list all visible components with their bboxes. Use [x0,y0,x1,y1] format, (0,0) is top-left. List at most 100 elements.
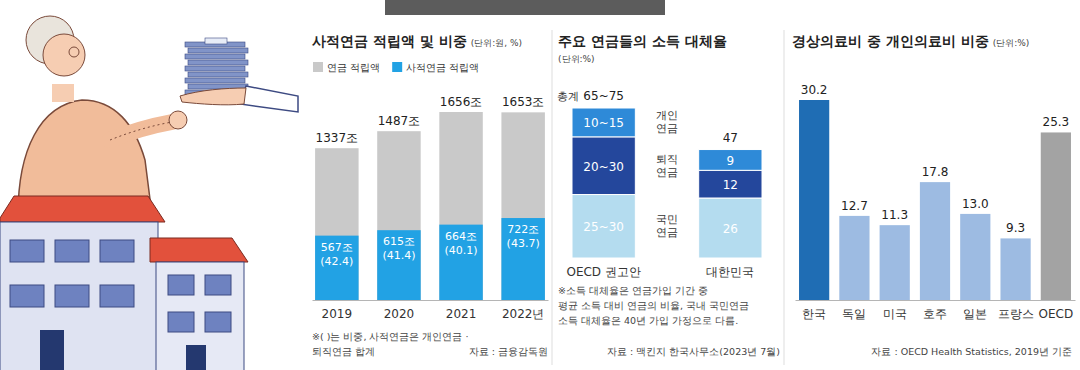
series-label-line: 연금 [656,226,678,239]
window [55,285,89,307]
bar [799,100,829,300]
data-labels: 1337조1487조1656조1653조567조(42.4)615조(41.4)… [316,95,545,268]
bar [377,230,420,300]
tick-label: 2019 [322,307,353,321]
total-title: 총계 [557,90,579,103]
series-label-line: 국민 [656,213,678,226]
decoration [385,0,784,365]
data-label: 664조 [445,230,477,243]
data-label: 12 [723,178,738,192]
bar-segment [699,150,762,171]
bill [185,66,245,71]
tick-label: 프랑스 [998,307,1034,321]
bar [960,214,990,300]
title: 주요 연금들의 소득 대체율 [558,33,727,49]
share-label: (41.4) [382,249,415,262]
share-label: (42.4) [320,255,353,268]
bar-segment [699,198,762,258]
data-label: 25~30 [583,220,624,234]
tick: 2022년 [502,300,545,321]
share-label: (40.1) [445,244,478,257]
bar [377,131,420,300]
data-label: 25.3 [1043,115,1070,129]
total-label: 47 [723,131,738,145]
page: 사적연금 적립액 및 비중(단위:원, %)연금 적립액사적연금 적립액1337… [0,0,1080,370]
source: 자료 : 금융감독원 [469,346,548,357]
window [55,240,89,262]
tick-label: 미국 [883,307,907,321]
data-label: 9.3 [1006,221,1025,235]
bill [188,60,248,65]
window [10,285,44,307]
note: 퇴직연금 합계 [312,346,375,357]
data-label: 17.8 [922,165,949,179]
arm-line [110,122,172,140]
face [43,34,85,76]
bar [315,236,358,300]
canvas: 사적연금 적립액 및 비중(단위:원, %)연금 적립액사적연금 적립액1337… [0,0,1080,370]
tick-label: 일본 [963,307,987,321]
unit: (단위:%) [993,38,1030,48]
source: 자료 : 맥킨지 한국사무소(2023년 7월) [607,346,780,357]
legend-swatch [313,62,323,72]
note: 소득 대체율은 40년 가입 가정으로 다름. [558,315,738,326]
tick: 대한민국 [706,258,754,279]
data-label: 13.0 [962,197,989,211]
data-label: 1337조 [316,131,359,145]
title: 사적연금 적립액 및 비중 [312,33,467,49]
tick-label: 호주 [923,307,947,321]
data-label: 722조 [507,223,539,236]
bar [920,182,950,300]
illustration [0,16,298,370]
building [156,262,244,370]
chart-private-pension: 사적연금 적립액 및 비중(단위:원, %)연금 적립액사적연금 적립액1337… [312,33,549,357]
tick-label: 대한민국 [706,265,754,279]
tick: 미국 [883,300,907,321]
header-bar [385,0,665,15]
tick: 2021 [446,300,477,321]
bar [501,112,544,300]
bar [501,218,544,300]
glasses [69,47,79,57]
bars [572,108,762,258]
x-axis: 2019202020212022년 [313,300,549,321]
bill [188,48,248,53]
tick: OECD [1039,300,1074,321]
data-labels: 25~302620~301210~159국민연금퇴직연금개인연금65~75총계4… [557,89,738,239]
data-label: 30.2 [801,83,828,97]
note: ※( )는 비중, 사적연금은 개인연금 · [312,331,469,342]
bar-segment [572,137,635,195]
data-label: 20~30 [583,160,624,174]
tick: OECD 권고안 [566,258,640,279]
legend-label: 사적연금 적립액 [406,62,479,73]
legend-label: 연금 적립액 [327,62,380,73]
axis-line [313,300,549,301]
data-label: 1656조 [440,95,483,109]
bar-segment [572,195,635,258]
bar-segment [572,108,635,137]
data-label: 615조 [383,235,415,248]
tick-label: OECD [1039,307,1074,321]
arm [110,122,172,140]
share-label: (43.7) [507,237,540,250]
data-label: 1487조 [378,114,421,128]
bars [315,112,545,300]
series-label-line: 개인 [656,109,678,122]
tick: 한국 [802,300,826,321]
sleeve [240,86,298,112]
x-axis: OECD 권고안 대한민국 [566,258,762,279]
roof [150,238,248,262]
series-label-line: 퇴직 [656,153,678,166]
divider [784,30,785,365]
tick: 독일 [842,300,866,321]
source: 자료 : OECD Health Statistics, 2019년 기준 [871,346,1072,357]
data-label: 26 [723,222,738,236]
series-label: 국민연금 [656,213,678,239]
bar [315,148,358,300]
tick: 일본 [963,300,987,321]
door [186,345,206,370]
series-label: 퇴직연금 [656,153,678,179]
note: ※소득 대체율은 연금가입 기간 중 [558,285,708,296]
bar [1000,238,1030,300]
roof [0,196,165,222]
